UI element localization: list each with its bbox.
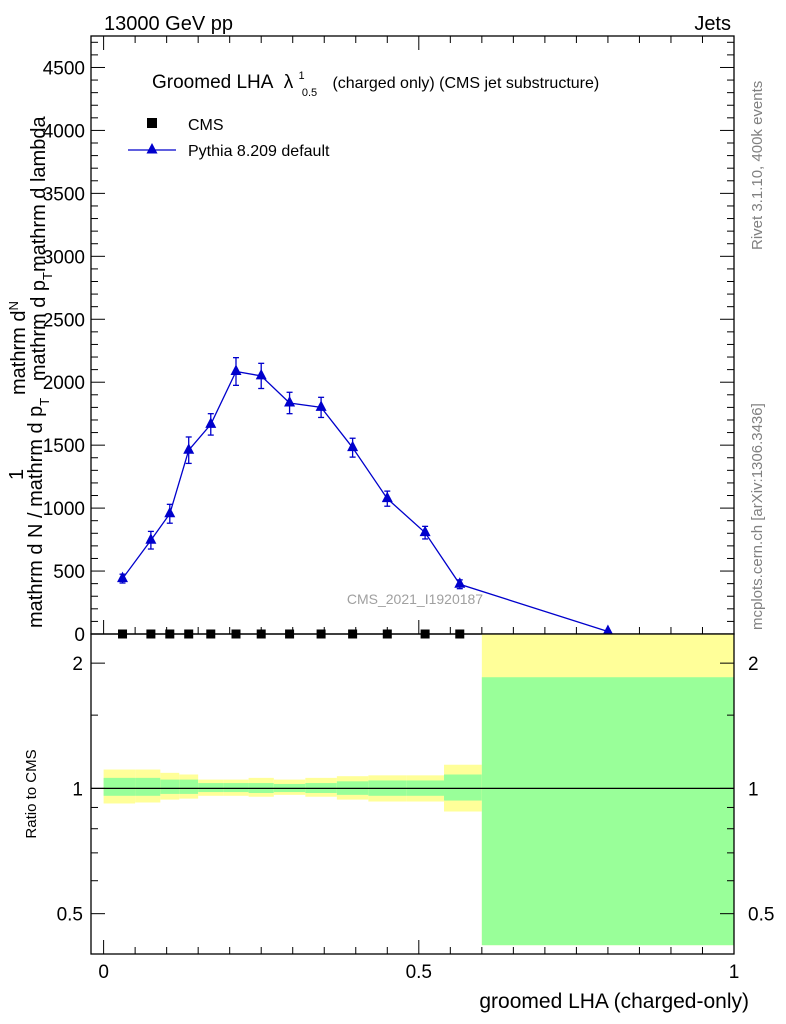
- mc-data-point: [419, 525, 431, 537]
- mc-data-point: [454, 577, 466, 588]
- ratio-inner-band: [103, 777, 136, 796]
- mc-data-point: [117, 571, 129, 583]
- rivet-version-label: Rivet 3.1.10, 400k events: [749, 81, 766, 250]
- legend-cms-label: CMS: [188, 117, 224, 134]
- ratio-ytick-label-right: 0.5: [748, 905, 774, 926]
- main-axis-ticks: 0 500 1000 1500 2000 2500 3000 3500 4000 4500: [43, 36, 735, 646]
- mc-data-point: [255, 368, 267, 380]
- ratio-ytick-label: 1: [72, 779, 83, 800]
- ratio-y-axis-label: Ratio to CMS: [23, 749, 40, 838]
- legend-cms-marker: [147, 118, 157, 128]
- ratio-plot-frame: [90, 633, 735, 955]
- main-ytick-label: 1500: [43, 436, 85, 457]
- x-axis-label: groomed LHA (charged-only): [479, 990, 749, 1013]
- plot-title: Groomed LHA λ 1 0.5 (charged only) (CMS …: [152, 63, 599, 101]
- mc-data-point: [164, 506, 176, 518]
- legend-mc-marker: [146, 143, 158, 154]
- ratio-inner-band: [160, 779, 180, 794]
- legend-mc-label: Pythia 8.209 default: [188, 143, 330, 160]
- ratio-ytick-label-right: 1: [748, 779, 759, 800]
- ylabel-one: 1: [6, 469, 28, 480]
- main-ytick-label: 2000: [43, 373, 85, 394]
- main-ytick-label: 500: [53, 562, 85, 583]
- mc-data-point: [381, 491, 393, 503]
- xtick-label: 0: [98, 962, 109, 983]
- xtick-label: 1: [729, 962, 740, 983]
- main-ytick-label: 2500: [43, 310, 85, 331]
- main-y-axis-label: mathrm d N / mathrm d pT 1 mathrm dN math…: [6, 116, 55, 628]
- ratio-inner-band: [179, 779, 199, 794]
- ratio-ytick-label: 0.5: [57, 905, 83, 926]
- mc-data-point: [205, 417, 217, 428]
- main-ytick-label: 1000: [43, 499, 85, 520]
- ratio-uncertainty-bands: [103, 634, 734, 946]
- mc-data-point: [183, 443, 195, 454]
- main-ytick-label: 4000: [43, 121, 85, 142]
- main-ytick-label: 3500: [43, 184, 85, 205]
- jets-label: Jets: [694, 13, 731, 35]
- analysis-watermark: CMS_2021_I1920187: [347, 591, 483, 607]
- mc-data-point: [347, 440, 359, 452]
- ylabel-top: mathrm dN mathrm d pTmathrm d lambda: [6, 116, 55, 395]
- mc-series-line: [121, 370, 609, 633]
- ratio-inner-band: [135, 777, 161, 796]
- ratio-axis-ticks: 0.5 0.5 1 1 2 2 0 0.5 1: [57, 654, 775, 983]
- energy-label: 13000 GeV pp: [104, 13, 233, 35]
- ratio-ytick-label-right: 2: [748, 654, 759, 675]
- mc-data-point: [315, 400, 327, 411]
- main-ytick-label: 0: [74, 625, 85, 646]
- ratio-inner-band: [223, 783, 249, 793]
- mc-data-point: [145, 533, 157, 544]
- ratio-inner-band: [444, 774, 482, 801]
- mc-data-point: [602, 624, 614, 635]
- mcplots-label: mcplots.cern.ch [arXiv:1306.3436]: [749, 403, 766, 630]
- main-ytick-label: 4500: [43, 58, 85, 79]
- xtick-label: 0.5: [406, 962, 432, 983]
- mc-data-point: [284, 395, 296, 407]
- mc-data-point: [230, 364, 242, 376]
- ratio-ytick-label: 2: [72, 654, 83, 675]
- ylabel-bottom: mathrm d N / mathrm d pT: [25, 398, 52, 628]
- main-ytick-label: 3000: [43, 247, 85, 268]
- ratio-inner-band: [198, 783, 224, 793]
- ratio-inner-band: [481, 677, 734, 946]
